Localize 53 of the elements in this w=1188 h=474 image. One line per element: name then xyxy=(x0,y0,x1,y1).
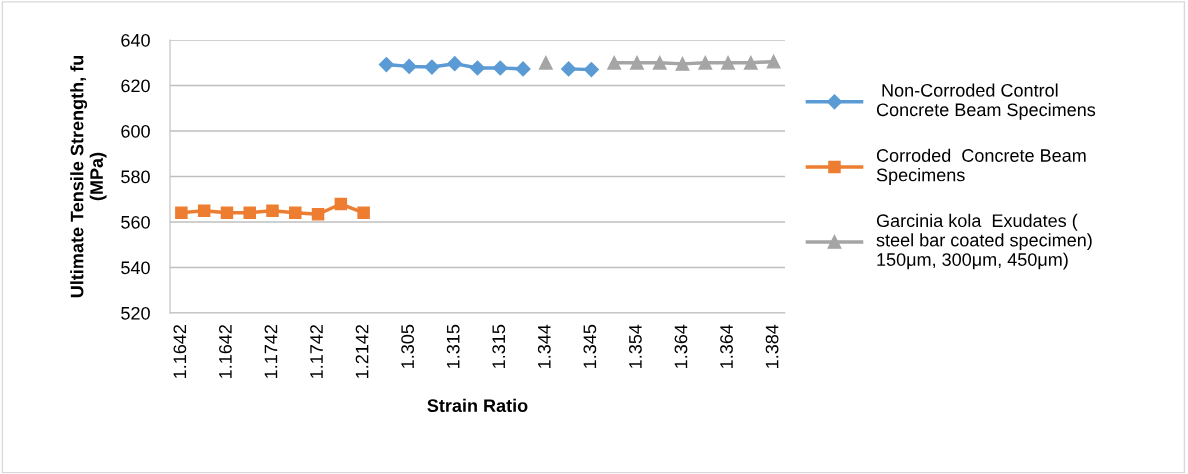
y-tick-label: 560 xyxy=(121,215,150,229)
x-tick-label: 1.1742 xyxy=(264,325,278,378)
x-tick-label: 1.364 xyxy=(720,324,733,368)
x-tick-label: 1.305 xyxy=(401,324,415,368)
point xyxy=(629,55,644,70)
x-axis-title: Strain Ratio xyxy=(427,398,528,413)
point xyxy=(334,197,348,211)
x-tick-label: 1.384 xyxy=(765,324,779,368)
point xyxy=(743,55,758,70)
point xyxy=(469,60,486,76)
point xyxy=(197,204,211,218)
point xyxy=(357,206,370,219)
y-tick-label: 600 xyxy=(121,124,150,138)
point xyxy=(424,59,440,75)
y-axis-title: Ultimate Tensile Strength, fu (MPa) xyxy=(70,55,107,298)
point xyxy=(515,61,531,77)
point xyxy=(538,55,553,70)
point xyxy=(447,56,463,72)
point xyxy=(175,206,188,219)
x-tick-label: 1.345 xyxy=(583,324,597,368)
y-tick-label: 640 xyxy=(121,33,150,47)
point xyxy=(652,55,667,70)
x-tick-label: 1.1742 xyxy=(310,325,323,378)
x-tick-label: 1.1642 xyxy=(219,325,232,378)
y-tick-label: 620 xyxy=(121,79,150,93)
legend-label: Non-Corroded Control Concrete Beam Specimens xyxy=(876,83,1096,120)
point xyxy=(492,60,508,76)
point xyxy=(721,55,736,70)
point xyxy=(607,55,622,70)
point xyxy=(220,206,234,219)
point xyxy=(561,61,577,77)
point xyxy=(766,54,781,69)
point xyxy=(266,204,279,218)
point xyxy=(378,57,394,73)
y-tick-label: 520 xyxy=(121,306,150,320)
x-tick-label: 1.2142 xyxy=(355,325,369,378)
x-tick-label: 1.344 xyxy=(537,324,551,368)
point xyxy=(401,58,417,74)
point xyxy=(311,208,325,221)
point xyxy=(698,55,713,70)
legend-label: Corroded Concrete Beam Specimens xyxy=(876,148,1086,185)
y-tick-label: 540 xyxy=(121,261,150,275)
x-tick-label: 1.354 xyxy=(629,324,642,368)
x-tick-label: 1.364 xyxy=(674,324,688,368)
y-tick-label: 580 xyxy=(121,170,150,184)
point xyxy=(243,206,256,219)
legend-label: Garcinia kola Exudates ( steel bar coated specimen) 150μm, 300μm, 450μm) xyxy=(876,213,1092,270)
x-tick-label: 1.315 xyxy=(446,324,460,368)
point xyxy=(675,56,690,71)
x-tick-label: 1.315 xyxy=(492,324,506,368)
x-tick-label: 1.1642 xyxy=(173,325,187,378)
point xyxy=(289,206,302,219)
point xyxy=(583,62,599,78)
